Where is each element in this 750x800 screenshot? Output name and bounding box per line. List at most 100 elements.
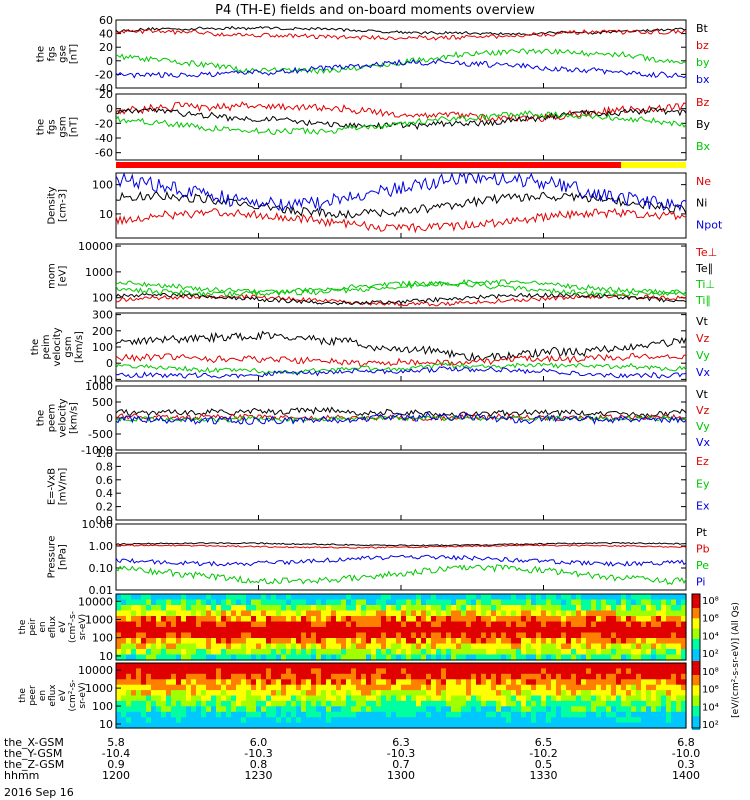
spectro-cell <box>511 690 517 697</box>
spectro-cell <box>656 627 662 634</box>
spectro-cell <box>451 605 457 612</box>
spectro-cell <box>436 649 442 656</box>
spectro-cell <box>361 605 367 612</box>
spectro-cell <box>176 668 182 675</box>
spectro-cell <box>121 610 127 617</box>
spectro-cell <box>176 717 182 724</box>
spectro-cell <box>471 695 477 702</box>
spectro-cell <box>551 654 557 661</box>
spectro-cell <box>471 668 477 675</box>
spectro-cell <box>311 684 317 691</box>
spectro-cell <box>566 684 572 691</box>
spectro-cell <box>331 663 337 669</box>
spectro-cell <box>246 638 252 645</box>
spectro-cell <box>506 638 512 645</box>
spectro-cell <box>641 627 647 634</box>
spectro-cell <box>216 711 222 718</box>
spectro-cell <box>521 616 527 623</box>
spectro-cell <box>556 621 562 628</box>
spectro-cell <box>171 679 177 686</box>
panel-frame <box>115 523 687 591</box>
spectro-cell <box>296 668 302 675</box>
spectro-cell <box>426 717 432 724</box>
spectro-cell <box>301 679 307 686</box>
spectro-cell <box>191 717 197 724</box>
spectro-cell <box>276 695 282 702</box>
spectro-cell <box>621 654 627 661</box>
spectro-cell <box>541 684 547 691</box>
spectro-cell <box>566 690 572 697</box>
spectro-cell <box>161 690 167 697</box>
spectro-cell <box>416 700 422 707</box>
y-axis-label: eV <box>58 620 68 633</box>
colorbar-cell <box>692 690 700 693</box>
spectro-cell <box>681 663 687 669</box>
spectro-cell <box>631 643 637 650</box>
ephem-value: 1230 <box>245 769 273 782</box>
spectro-cell <box>501 684 507 691</box>
spectro-cell <box>281 610 287 617</box>
spectro-cell <box>526 673 532 680</box>
spectro-cell <box>571 695 577 702</box>
spectro-cell <box>161 621 167 628</box>
spectro-cell <box>531 706 537 713</box>
spectro-cell <box>296 605 302 612</box>
spectro-cell <box>161 673 167 680</box>
spectro-cell <box>431 610 437 617</box>
spectro-cell <box>611 700 617 707</box>
spectro-cell <box>251 722 257 729</box>
spectro-cell <box>551 616 557 623</box>
spectro-cell <box>116 649 122 656</box>
spectro-cell <box>591 695 597 702</box>
spectro-cell <box>601 663 607 669</box>
spectro-cell <box>161 594 167 601</box>
spectro-cell <box>431 649 437 656</box>
spectro-cell <box>376 690 382 697</box>
spectro-cell <box>456 632 462 639</box>
spectro-cell <box>621 627 627 634</box>
spectro-cell <box>276 690 282 697</box>
spectro-cell <box>311 700 317 707</box>
spectro-cell <box>556 695 562 702</box>
spectro-cell <box>161 663 167 669</box>
spectro-cell <box>526 700 532 707</box>
spectro-cell <box>676 605 682 612</box>
spectro-cell <box>641 649 647 656</box>
spectro-cell <box>186 643 192 650</box>
spectro-cell <box>651 679 657 686</box>
spectro-cell <box>411 621 417 628</box>
spectro-cell <box>506 673 512 680</box>
spectro-cell <box>351 690 357 697</box>
spectro-cell <box>291 599 297 606</box>
spectro-cell <box>226 700 232 707</box>
spectro-cell <box>616 668 622 675</box>
spectro-cell <box>346 690 352 697</box>
spectro-cell <box>456 722 462 729</box>
spectro-cell <box>146 594 152 601</box>
spectro-cell <box>291 594 297 601</box>
spectro-cell <box>276 722 282 729</box>
spectro-cell <box>186 649 192 656</box>
spectro-cell <box>641 668 647 675</box>
spectro-cell <box>671 632 677 639</box>
spectro-cell <box>491 690 497 697</box>
spectro-cell <box>141 638 147 645</box>
y-axis-label: eflux <box>48 615 58 638</box>
spectro-cell <box>236 627 242 634</box>
spectro-cell <box>291 706 297 713</box>
spectro-cell <box>616 627 622 634</box>
spectro-cell <box>246 627 252 634</box>
spectro-cell <box>281 599 287 606</box>
spectro-cell <box>276 610 282 617</box>
spectro-cell <box>281 605 287 612</box>
spectro-cell <box>491 695 497 702</box>
spectro-cell <box>621 594 627 601</box>
spectro-cell <box>306 717 312 724</box>
spectro-cell <box>331 632 337 639</box>
date-label: 2016 Sep 16 <box>4 786 74 799</box>
spectro-cell <box>651 643 657 650</box>
spectro-cell <box>231 717 237 724</box>
spectro-cell <box>141 627 147 634</box>
spectro-cell <box>411 673 417 680</box>
spectro-cell <box>171 695 177 702</box>
